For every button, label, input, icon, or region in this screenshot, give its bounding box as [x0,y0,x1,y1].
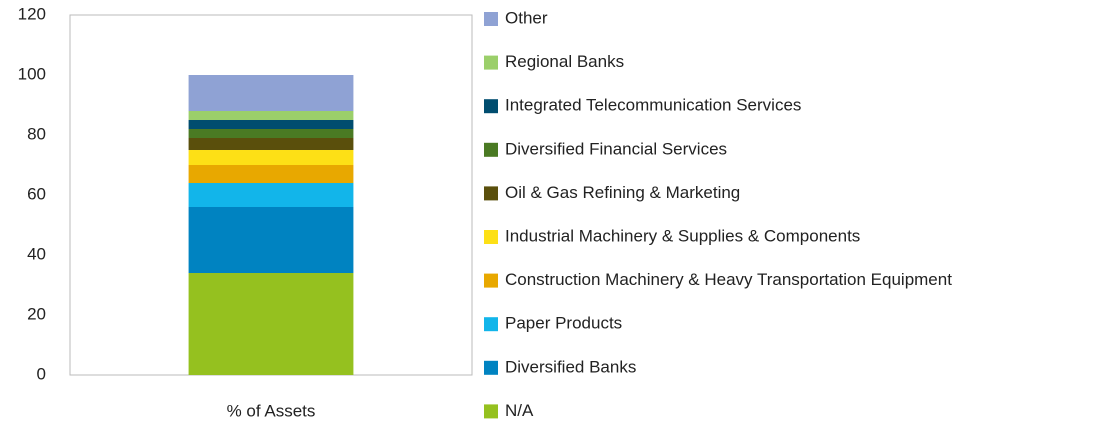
legend-label: Other [505,8,548,27]
legend-swatch [484,142,498,157]
y-tick-label: 120 [18,4,46,23]
bar-segment [188,165,354,183]
legend-swatch [484,317,498,332]
bar-segment [188,183,354,207]
y-tick-label: 0 [37,364,46,383]
bar-segment [188,138,354,150]
legend-label: Construction Machinery & Heavy Transport… [505,270,952,289]
legend-swatch [484,273,498,288]
legend-label: Regional Banks [505,52,624,71]
y-tick-label: 40 [27,244,46,263]
bar-segment [188,120,354,129]
y-tick-label: 60 [27,184,46,203]
legend-label: Paper Products [505,314,622,333]
y-tick-label: 20 [27,304,46,323]
y-tick-label: 100 [18,64,46,83]
legend-label: Industrial Machinery & Supplies & Compon… [505,226,860,245]
legend-swatch [484,186,498,201]
bar-segment [188,129,354,138]
legend-swatch [484,360,498,375]
bar-segment [188,150,354,165]
legend-swatch [484,12,498,26]
legend-label: Oil & Gas Refining & Marketing [505,183,740,202]
legend-swatch [484,404,498,419]
bar-segment [188,207,354,273]
bar-segment [188,111,354,120]
legend-swatch [484,99,498,114]
bar-segment [188,75,354,111]
y-tick-label: 80 [27,124,46,143]
x-tick-label: % of Assets [227,401,316,420]
legend-swatch [484,230,498,244]
legend-label: Diversified Banks [505,357,636,376]
legend-label: N/A [505,401,534,420]
legend-label: Integrated Telecommunication Services [505,96,801,115]
legend-swatch [484,55,498,70]
bar-segment [188,273,354,375]
legend-label: Diversified Financial Services [505,139,727,158]
